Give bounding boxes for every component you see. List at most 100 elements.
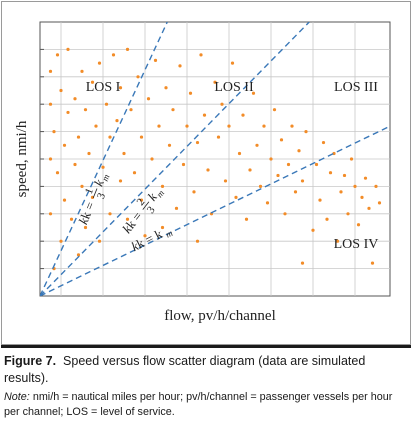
data-point bbox=[248, 168, 252, 172]
data-point bbox=[244, 217, 249, 221]
data-point bbox=[293, 190, 298, 194]
data-point bbox=[311, 228, 315, 232]
figure-frame: LOS I LOS II LOS III LOS IV kk = k = 1 3… bbox=[1, 1, 411, 345]
data-point bbox=[356, 223, 361, 227]
data-point bbox=[363, 176, 368, 180]
data-point bbox=[185, 124, 189, 128]
data-point bbox=[76, 135, 81, 139]
boundary-line bbox=[40, 22, 168, 296]
data-point bbox=[87, 151, 91, 156]
data-point bbox=[48, 69, 53, 73]
svg-text:m: m bbox=[164, 228, 175, 240]
data-point bbox=[367, 206, 371, 210]
boundary-line bbox=[40, 22, 310, 296]
data-point bbox=[94, 124, 98, 128]
data-point bbox=[76, 253, 81, 257]
data-point bbox=[328, 171, 333, 175]
data-point bbox=[80, 184, 84, 188]
data-point bbox=[90, 80, 95, 84]
data-point bbox=[318, 198, 322, 202]
data-point bbox=[192, 190, 196, 194]
data-point bbox=[73, 162, 77, 167]
data-point bbox=[377, 201, 382, 205]
data-point bbox=[157, 124, 161, 128]
data-point bbox=[59, 239, 63, 243]
data-point bbox=[129, 108, 133, 112]
data-point bbox=[69, 217, 74, 221]
data-point bbox=[269, 157, 273, 161]
data-point bbox=[237, 151, 242, 156]
data-point bbox=[342, 173, 347, 178]
data-points bbox=[48, 47, 382, 271]
data-point bbox=[290, 124, 294, 128]
data-point bbox=[227, 124, 231, 128]
svg-text:k: k bbox=[91, 177, 107, 188]
data-point bbox=[122, 151, 126, 156]
data-point bbox=[90, 195, 95, 199]
data-point bbox=[321, 140, 326, 145]
data-point bbox=[216, 135, 221, 139]
data-point bbox=[195, 140, 200, 145]
data-point bbox=[104, 102, 109, 106]
data-point bbox=[101, 165, 105, 169]
data-point bbox=[118, 86, 123, 90]
data-point bbox=[125, 217, 130, 221]
region-label-los-1: LOS I bbox=[86, 80, 121, 95]
data-point bbox=[300, 261, 305, 265]
data-point bbox=[139, 198, 144, 202]
data-point bbox=[48, 212, 53, 216]
data-point bbox=[251, 91, 256, 95]
data-point bbox=[188, 91, 193, 95]
data-point bbox=[55, 53, 60, 57]
data-point bbox=[83, 225, 88, 230]
data-point bbox=[62, 198, 67, 202]
data-point bbox=[167, 143, 172, 147]
scatter-chart: LOS I LOS II LOS III LOS IV kk = k = 1 3… bbox=[14, 21, 391, 324]
figure-caption: Figure 7. Speed versus flow scatter diag… bbox=[4, 353, 408, 420]
data-point bbox=[202, 113, 207, 117]
svg-text:3: 3 bbox=[95, 191, 108, 201]
data-point bbox=[146, 97, 151, 101]
svg-text:m: m bbox=[100, 172, 112, 182]
data-point bbox=[206, 168, 210, 172]
data-point bbox=[258, 184, 263, 188]
data-point bbox=[178, 64, 182, 68]
data-point bbox=[314, 162, 319, 167]
data-point bbox=[171, 108, 175, 112]
data-point bbox=[108, 135, 112, 139]
data-point bbox=[136, 75, 140, 79]
svg-text:1: 1 bbox=[83, 186, 96, 196]
data-point bbox=[66, 110, 70, 115]
data-point bbox=[220, 102, 224, 106]
data-point bbox=[52, 130, 56, 134]
data-point bbox=[265, 201, 270, 205]
boundary-line bbox=[40, 125, 390, 296]
caption-title: Figure 7. Speed versus flow scatter diag… bbox=[4, 353, 408, 387]
data-point bbox=[83, 108, 88, 112]
boundary-lines bbox=[40, 22, 390, 296]
svg-text:kk =: kk = bbox=[75, 200, 97, 227]
data-point bbox=[160, 184, 165, 188]
region-label-los-2: LOS II bbox=[214, 80, 254, 95]
y-axis-label: speed, nmi/h bbox=[14, 120, 30, 197]
x-axis-label: flow, pv/h/channel bbox=[164, 308, 276, 324]
data-point bbox=[276, 173, 280, 178]
data-point bbox=[304, 130, 308, 134]
data-point bbox=[55, 171, 60, 175]
data-point bbox=[213, 80, 217, 84]
data-point bbox=[325, 217, 329, 221]
data-point bbox=[62, 143, 67, 147]
data-point bbox=[132, 171, 137, 175]
data-point bbox=[97, 61, 102, 65]
data-point bbox=[66, 47, 70, 52]
y-ticks bbox=[40, 48, 44, 270]
data-point bbox=[174, 206, 179, 210]
data-point bbox=[80, 69, 84, 73]
data-point bbox=[223, 179, 228, 183]
data-point bbox=[255, 143, 259, 147]
svg-text:m: m bbox=[154, 188, 166, 200]
data-point bbox=[195, 239, 200, 243]
data-point bbox=[139, 135, 144, 139]
data-point bbox=[286, 162, 291, 167]
data-point bbox=[339, 190, 343, 194]
